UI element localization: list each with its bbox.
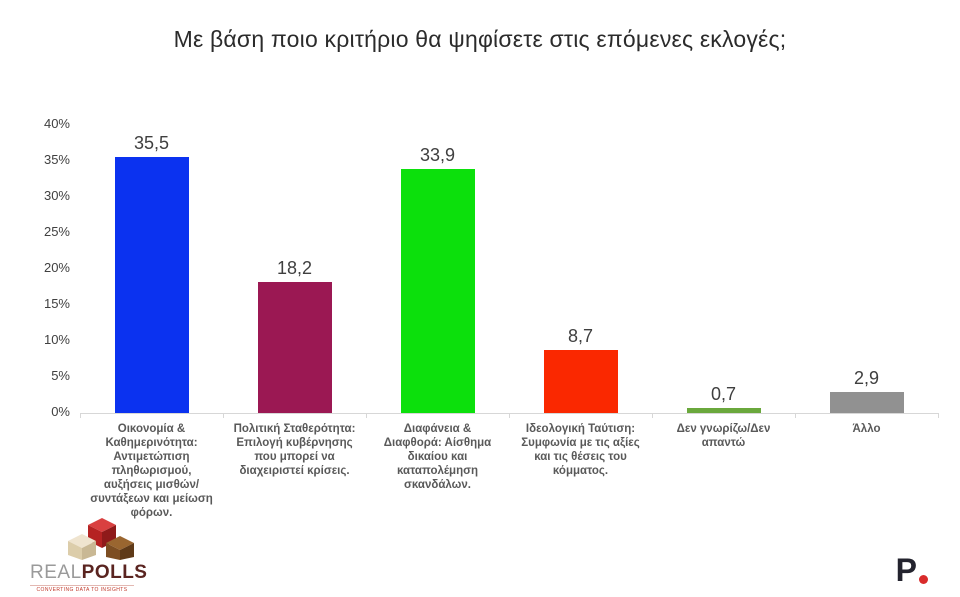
category-label: Πολιτική Σταθερότητα: Επιλογή κυβέρνησης…	[233, 423, 356, 477]
bar	[400, 168, 475, 413]
x-axis-tick-mark	[80, 413, 81, 418]
bar-value-label: 18,2	[276, 257, 313, 278]
bar-column: 0,7	[652, 125, 795, 413]
category-label: Διαφάνεια & Διαφθορά: Αίσθημα δικαίου κα…	[383, 423, 492, 491]
y-axis-tick: 25%	[43, 224, 70, 239]
realpolls-wordmark-polls: POLLS	[81, 562, 148, 583]
parapolitika-dot-icon	[919, 575, 928, 584]
y-axis-tick: 35%	[43, 152, 70, 167]
y-axis-tick: 15%	[43, 296, 70, 311]
chart-title: Με βάση ποιο κριτήριο θα ψηφίσετε στις ε…	[173, 26, 787, 52]
category-label: Δεν γνωρίζω/Δεν απαντώ	[676, 423, 771, 449]
x-axis-tick-mark	[652, 413, 653, 418]
category-row: Οικονομία & Καθημερινότητα: Αντιμετώπιση…	[80, 422, 938, 520]
y-axis-tick: 40%	[43, 116, 70, 131]
realpolls-cubes-icon	[68, 518, 134, 560]
parapolitika-logo: P	[896, 552, 928, 589]
bar-column: 8,7	[509, 125, 652, 413]
bar-column: 33,9	[366, 125, 509, 413]
category-label: Ιδεολογική Ταύτιση: Συμφωνία με τις αξίε…	[521, 423, 640, 477]
plot-area: 35,5 18,2 33,9 8,7 0,7 2,9	[80, 125, 938, 414]
realpolls-wordmark-real: REAL	[30, 562, 82, 583]
y-axis: 40% 35% 30% 25% 20% 15% 10% 5% 0%	[18, 117, 70, 419]
bar-column: 18,2	[223, 125, 366, 413]
category-label: Οικονομία & Καθημερινότητα: Αντιμετώπιση…	[90, 423, 213, 519]
bar	[686, 407, 761, 413]
y-axis-tick: 0%	[51, 404, 70, 419]
bar	[114, 157, 189, 413]
bar-value-label: 33,9	[419, 144, 456, 165]
category-label: Άλλο	[852, 423, 881, 435]
realpolls-logo: REALPOLLS CONVERTING DATA TO INSIGHTS	[30, 516, 180, 593]
y-axis-tick: 5%	[51, 368, 70, 383]
bar-value-label: 0,7	[710, 383, 737, 404]
bar-value-label: 2,9	[853, 368, 880, 389]
x-axis-tick-mark	[223, 413, 224, 418]
x-axis-ticks	[80, 413, 939, 418]
x-axis-tick-mark	[795, 413, 796, 418]
parapolitika-letter: P	[895, 552, 917, 588]
x-axis-tick-mark	[366, 413, 367, 418]
y-axis-tick: 30%	[43, 188, 70, 203]
realpolls-tagline: CONVERTING DATA TO INSIGHTS	[30, 585, 134, 593]
bar-column: 35,5	[80, 125, 223, 413]
bar	[829, 392, 904, 413]
realpolls-wordmark: REALPOLLS	[30, 562, 180, 584]
bar	[543, 350, 618, 413]
bar-column: 2,9	[795, 125, 938, 413]
y-axis-tick: 10%	[43, 332, 70, 347]
bar-value-label: 35,5	[133, 133, 170, 154]
x-axis-tick-mark	[509, 413, 510, 418]
bar	[257, 281, 332, 413]
x-axis-tick-mark	[938, 413, 939, 418]
bar-value-label: 8,7	[567, 326, 594, 347]
y-axis-tick: 20%	[43, 260, 70, 275]
